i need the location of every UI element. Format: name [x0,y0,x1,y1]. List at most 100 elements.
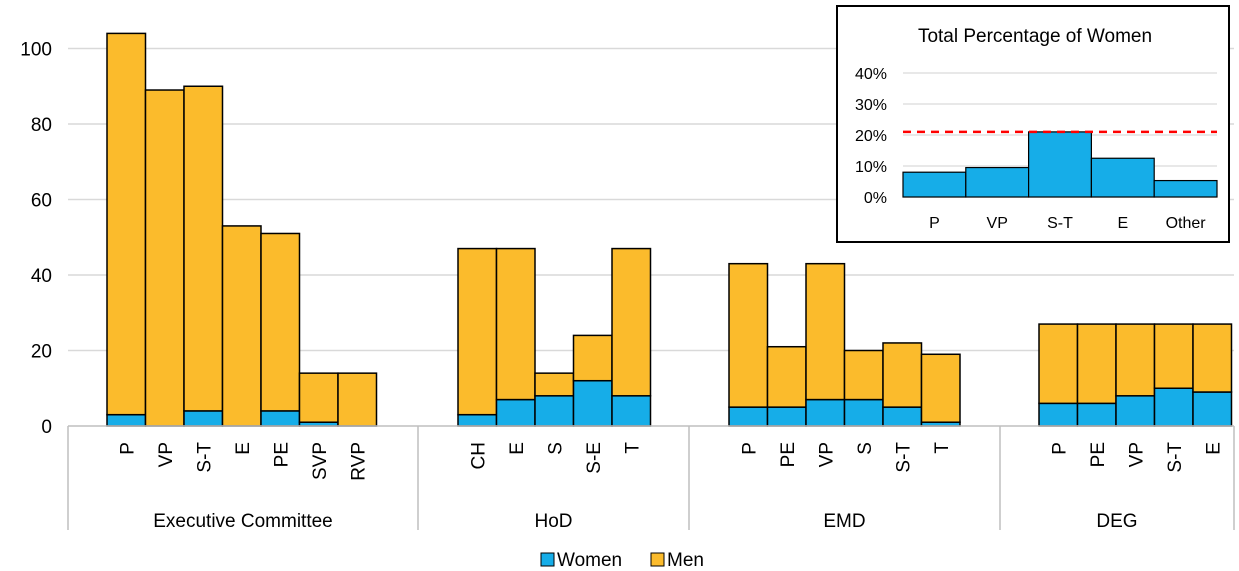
bar-women [106,413,147,427]
y-tick-label: 80 [31,115,52,136]
bar-women [1038,402,1079,427]
bar-men [183,85,224,412]
inset-bar [1153,179,1218,198]
bar-women [766,406,807,427]
bar-men [221,225,262,427]
x-group-label: DEG [1096,511,1137,532]
inset-y-tick-label: 0% [864,190,887,207]
inset-chart-total-percentage-women: Total Percentage of Women 0% 10% 20% 30% 40% P… [836,5,1230,243]
inset-bar [1090,157,1155,198]
y-tick-label: 40 [31,266,52,287]
bar-men [1038,323,1079,405]
bar-men [298,372,339,423]
bar-women [183,410,224,427]
x-category-label: P [117,442,138,455]
x-category-label: CH [468,442,489,469]
bar-women [495,398,536,427]
inset-bar [965,166,1030,198]
x-group-label: EMD [823,511,865,532]
x-group-label: Executive Committee [153,511,333,532]
inset-y-tick-label: 20% [855,128,887,145]
bar-women [260,410,301,427]
x-category-label: P [1049,442,1070,455]
bar-women [728,406,769,427]
x-category-label: VP [156,442,177,467]
x-category-label: E [507,442,528,455]
bar-women [1115,395,1156,427]
bar-men [728,262,769,408]
y-tick-label: 100 [20,40,52,61]
bar-men [106,32,147,416]
x-category-label: PE [271,442,292,467]
bar-women [572,379,613,427]
bar-women [805,398,846,427]
bar-men [1153,323,1194,390]
inset-y-tick-label: 10% [855,159,887,176]
bar-men [882,342,923,408]
inset-category-label: Other [1166,215,1207,232]
inset-category-label: P [929,215,940,232]
inset-y-tick-label: 40% [855,66,887,83]
x-category-label: S-T [893,442,914,473]
bar-men [495,247,536,401]
inset-category-label: VP [987,215,1008,232]
y-axis: 0 20 40 60 80 100 [20,40,52,439]
inset-title: Total Percentage of Women [918,26,1152,47]
bar-women [882,406,923,427]
x-category-label: RVP [348,442,369,481]
x-category-label: PE [1088,442,1109,467]
inset-bar [1027,131,1092,198]
bar-women [1076,402,1117,427]
bar-men [843,349,884,401]
inset-bar [902,171,967,198]
bar-women [457,413,498,427]
legend-swatch-men [650,552,665,567]
legend-label-men: Men [667,550,704,571]
x-category-label: E [233,442,254,455]
x-category-label: T [932,442,953,454]
bar-men [144,89,185,427]
bar-women [843,398,884,427]
x-category-label: P [739,442,760,455]
legend-swatch-women [540,552,555,567]
x-category-label: PE [778,442,799,467]
bar-men [766,345,807,408]
inset-y-tick-label: 30% [855,97,887,114]
bar-men [611,247,652,397]
legend: Women Men [540,550,704,571]
x-category-label: S-T [1165,442,1186,473]
y-tick-label: 0 [41,417,52,438]
bar-men [534,372,575,397]
x-category-label: T [622,442,643,454]
x-category-label: S [545,442,566,455]
legend-label-women: Women [557,550,622,571]
inset-frame [836,5,1230,243]
x-category-label: E [1203,442,1224,455]
bar-men [260,232,301,412]
bar-men [920,353,961,423]
x-category-label: S-T [194,442,215,473]
inset-category-label: S-T [1047,215,1073,232]
bar-men [572,334,613,382]
y-tick-label: 60 [31,191,52,212]
bar-men [1076,323,1117,405]
y-tick-label: 20 [31,342,52,363]
inset-category-label: E [1117,215,1128,232]
x-category-label: S [855,442,876,455]
bars [106,32,1233,427]
bar-men [1115,323,1156,397]
x-group-label: HoD [534,511,572,532]
x-category-label: VP [816,442,837,467]
x-category-label: VP [1126,442,1147,467]
bar-men [805,262,846,401]
bar-men [1192,323,1233,393]
x-category-label: S-E [584,442,605,474]
bar-women [1192,391,1233,427]
bar-men [457,247,498,416]
bar-women [611,395,652,427]
bar-men [337,372,378,427]
bar-women [534,395,575,427]
bar-women [1153,387,1194,427]
